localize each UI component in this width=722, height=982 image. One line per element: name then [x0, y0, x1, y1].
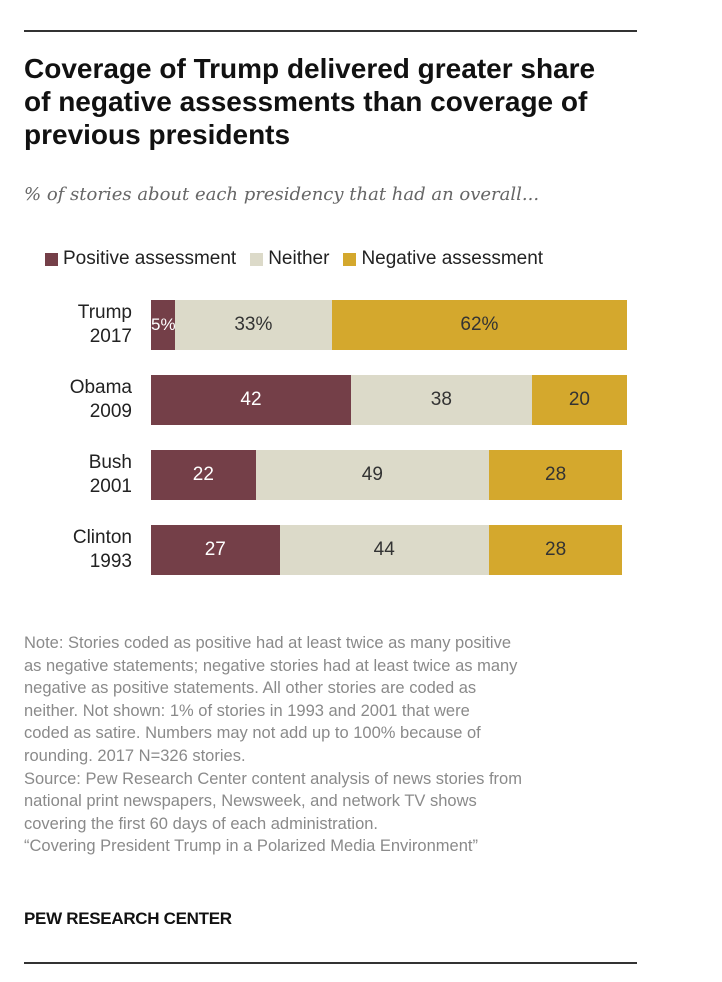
note-line: negative as positive statements. All oth…: [24, 679, 477, 698]
row-label: Clinton 1993: [22, 526, 132, 574]
row-label-name: Bush: [88, 452, 132, 473]
note-line: Note: Stories coded as positive had at l…: [24, 634, 511, 652]
data-label: 38: [430, 389, 452, 410]
bar-segment-negative: 62%: [331, 300, 627, 350]
data-label: 28: [545, 464, 567, 485]
legend-label: Positive assessment: [63, 248, 237, 269]
row-label-year: 1993: [89, 551, 132, 572]
row-label-name: Obama: [69, 377, 132, 398]
brand-footer: PEW RESEARCH CENTER: [24, 909, 232, 928]
note-line: covering the first 60 days of each admin…: [24, 814, 379, 833]
bar-segment-neither: 38: [350, 375, 532, 425]
row-label: Trump 2017: [22, 301, 132, 349]
bar-segment-negative: 28: [488, 525, 623, 575]
data-label: 20: [568, 389, 590, 410]
legend-item-neither: Neither: [250, 248, 329, 270]
legend-label: Negative assessment: [361, 248, 544, 269]
note-line: “Covering President Trump in a Polarized…: [24, 837, 478, 856]
data-label: 42: [240, 389, 262, 410]
note-line: rounding. 2017 N=326 stories.: [24, 746, 246, 765]
legend-swatch-negative: [343, 252, 357, 266]
bar-segment-positive: 27: [151, 525, 280, 575]
chart-title: Coverage of Trump delivered greater shar…: [24, 53, 596, 150]
data-label: 27: [204, 539, 226, 560]
row-label: Bush 2001: [22, 451, 132, 499]
note-line: neither. Not shown: 1% of stories in 199…: [24, 701, 470, 720]
bar-segment-neither: 33%: [174, 300, 332, 350]
bar-segment-positive: 22: [151, 450, 256, 500]
bottom-rule: [24, 962, 637, 964]
note-line: national print newspapers, Newsweek, and…: [24, 792, 477, 811]
legend-item-positive: Positive assessment: [45, 248, 236, 270]
note-line: as negative statements; negative stories…: [24, 656, 518, 675]
row-label-name: Clinton: [72, 527, 132, 548]
bar-segment-neither: 44: [279, 525, 489, 575]
legend: Positive assessment Neither Negative asses…: [45, 248, 543, 270]
bar-segment-negative: 28: [488, 450, 623, 500]
data-label: 22: [192, 464, 214, 485]
data-label: 5%: [151, 315, 176, 334]
notes: Note: Stories coded as positive had at l…: [24, 632, 644, 858]
bar-segment-negative: 20: [531, 375, 627, 425]
bar-segment-neither: 49: [255, 450, 489, 500]
row-label-year: 2009: [89, 401, 132, 422]
row-label-year: 2001: [89, 476, 132, 497]
legend-label: Neither: [268, 248, 330, 269]
data-label: 49: [361, 464, 383, 485]
data-label: 62%: [460, 314, 499, 335]
legend-swatch-neither: [250, 252, 264, 266]
chart-subtitle: % of stories about each presidency that …: [24, 184, 540, 205]
row-label-year: 2017: [89, 326, 132, 347]
legend-swatch-positive: [45, 252, 58, 266]
row-label-name: Trump: [77, 302, 132, 323]
row-label: Obama 2009: [22, 376, 132, 424]
legend-item-negative: Negative assessment: [343, 248, 543, 270]
data-label: 44: [373, 539, 395, 560]
note-line: coded as satire. Numbers may not add up …: [24, 724, 481, 743]
bar-segment-positive: 42: [151, 375, 351, 425]
data-label: 28: [545, 539, 567, 560]
bar-segment-positive: 5%: [151, 300, 176, 350]
note-line: Source: Pew Research Center content anal…: [24, 769, 522, 788]
data-label: 33%: [234, 314, 273, 335]
top-rule: [24, 30, 637, 32]
